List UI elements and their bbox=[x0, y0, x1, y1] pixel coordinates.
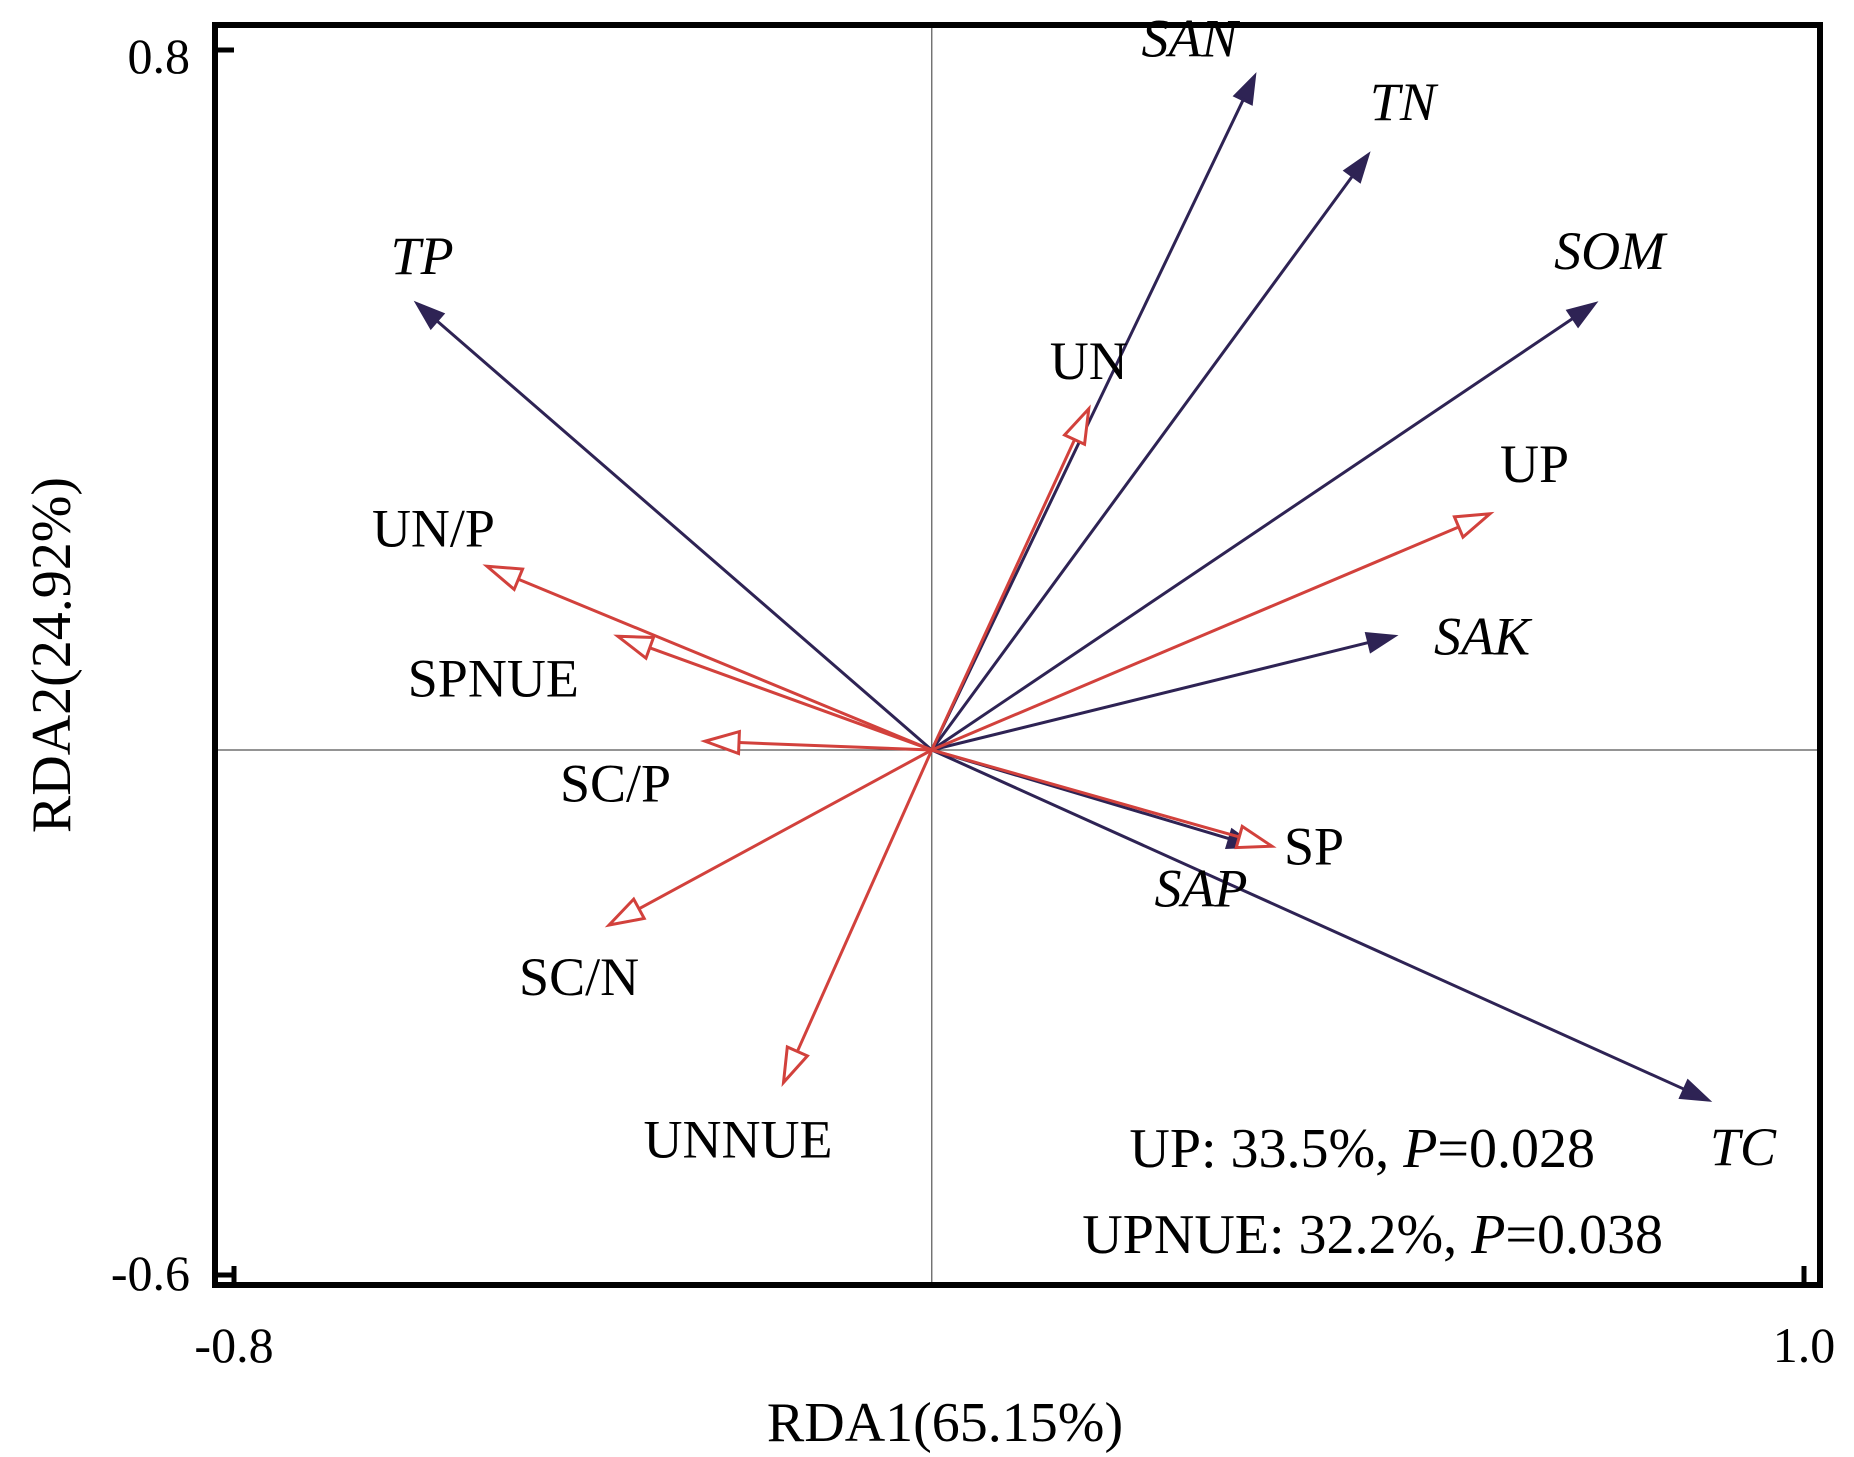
vector-label-sak: SAK bbox=[1434, 606, 1533, 666]
x-tick-label-max: 1.0 bbox=[1773, 1317, 1836, 1373]
stat-part-2: =0.038 bbox=[1505, 1204, 1663, 1266]
vector-head-un bbox=[1062, 404, 1091, 447]
stat-part-1: P bbox=[1402, 1118, 1437, 1180]
vector-label-unnue: UNNUE bbox=[644, 1110, 833, 1170]
vector-head-sc-n bbox=[604, 896, 647, 928]
vector-up bbox=[931, 525, 1460, 752]
vector-head-tp bbox=[413, 300, 446, 331]
vector-head-som bbox=[1565, 301, 1599, 329]
vector-label-spnue: SPNUE bbox=[408, 648, 579, 708]
vector-label-tp: TP bbox=[391, 226, 454, 286]
vector-label-un: UN bbox=[1050, 331, 1128, 391]
tick-marks bbox=[215, 47, 1807, 1285]
y-tick-label-max: 0.8 bbox=[128, 28, 191, 84]
vector-unnue bbox=[795, 749, 934, 1053]
vector-head-up bbox=[1452, 511, 1495, 540]
vector-tc bbox=[931, 748, 1685, 1091]
vector-label-san: SAN bbox=[1141, 8, 1240, 68]
vector-head-sak bbox=[1364, 632, 1399, 654]
vector-sc-n bbox=[638, 748, 933, 911]
vector-label-up: UP bbox=[1500, 434, 1569, 494]
vector-labels: SAN TN SOM TP SAK SAP TC UN UP UN/P SPNUE SC/P SP SC/… bbox=[372, 8, 1777, 1177]
vector-label-sc-p: SC/P bbox=[560, 753, 671, 813]
stat-part-1: P bbox=[1470, 1204, 1505, 1266]
vector-head-un-p bbox=[482, 564, 525, 592]
stat-annotation-upnue: UPNUE: 32.2%, P=0.038 bbox=[1082, 1204, 1663, 1266]
vector-head-tc bbox=[1678, 1078, 1713, 1102]
vector-un bbox=[930, 439, 1076, 751]
vector-un-p bbox=[517, 577, 933, 752]
vector-som bbox=[930, 317, 1574, 752]
vector-label-un-p: UN/P bbox=[372, 498, 495, 558]
stat-part-0: UP: 33.5%, bbox=[1129, 1118, 1403, 1180]
y-tick-label-min: -0.6 bbox=[111, 1245, 190, 1301]
y-axis-title: RDA2(24.92%) bbox=[21, 477, 83, 833]
vector-head-san bbox=[1232, 72, 1257, 106]
vector-spnue bbox=[649, 646, 933, 752]
vector-label-tn: TN bbox=[1370, 72, 1439, 132]
stat-part-0: UPNUE: 32.2%, bbox=[1082, 1204, 1471, 1266]
x-tick-label-min: -0.8 bbox=[194, 1317, 273, 1373]
stat-annotation-up: UP: 33.5%, P=0.028 bbox=[1129, 1118, 1595, 1180]
vector-label-sap: SAP bbox=[1155, 858, 1248, 918]
vector-sp bbox=[931, 748, 1240, 839]
vector-head-tn bbox=[1342, 151, 1371, 184]
vector-label-sp: SP bbox=[1284, 816, 1344, 876]
x-axis-title: RDA1(65.15%) bbox=[767, 1392, 1123, 1454]
vector-tp bbox=[435, 319, 933, 752]
vector-sc-p bbox=[738, 741, 932, 752]
vector-head-spnue bbox=[613, 634, 656, 661]
vector-head-sp bbox=[1234, 824, 1277, 850]
vector-sak bbox=[931, 641, 1370, 752]
stat-part-2: =0.028 bbox=[1437, 1118, 1595, 1180]
plot-frame bbox=[212, 22, 1823, 1288]
vector-tn bbox=[930, 175, 1354, 751]
vector-arrows bbox=[413, 72, 1713, 1102]
vector-head-unnue bbox=[781, 1044, 810, 1087]
vector-head-sc-p bbox=[700, 729, 741, 756]
vector-label-som: SOM bbox=[1554, 221, 1668, 281]
vector-label-sc-n: SC/N bbox=[519, 947, 639, 1007]
vector-label-tc: TC bbox=[1710, 1117, 1777, 1177]
